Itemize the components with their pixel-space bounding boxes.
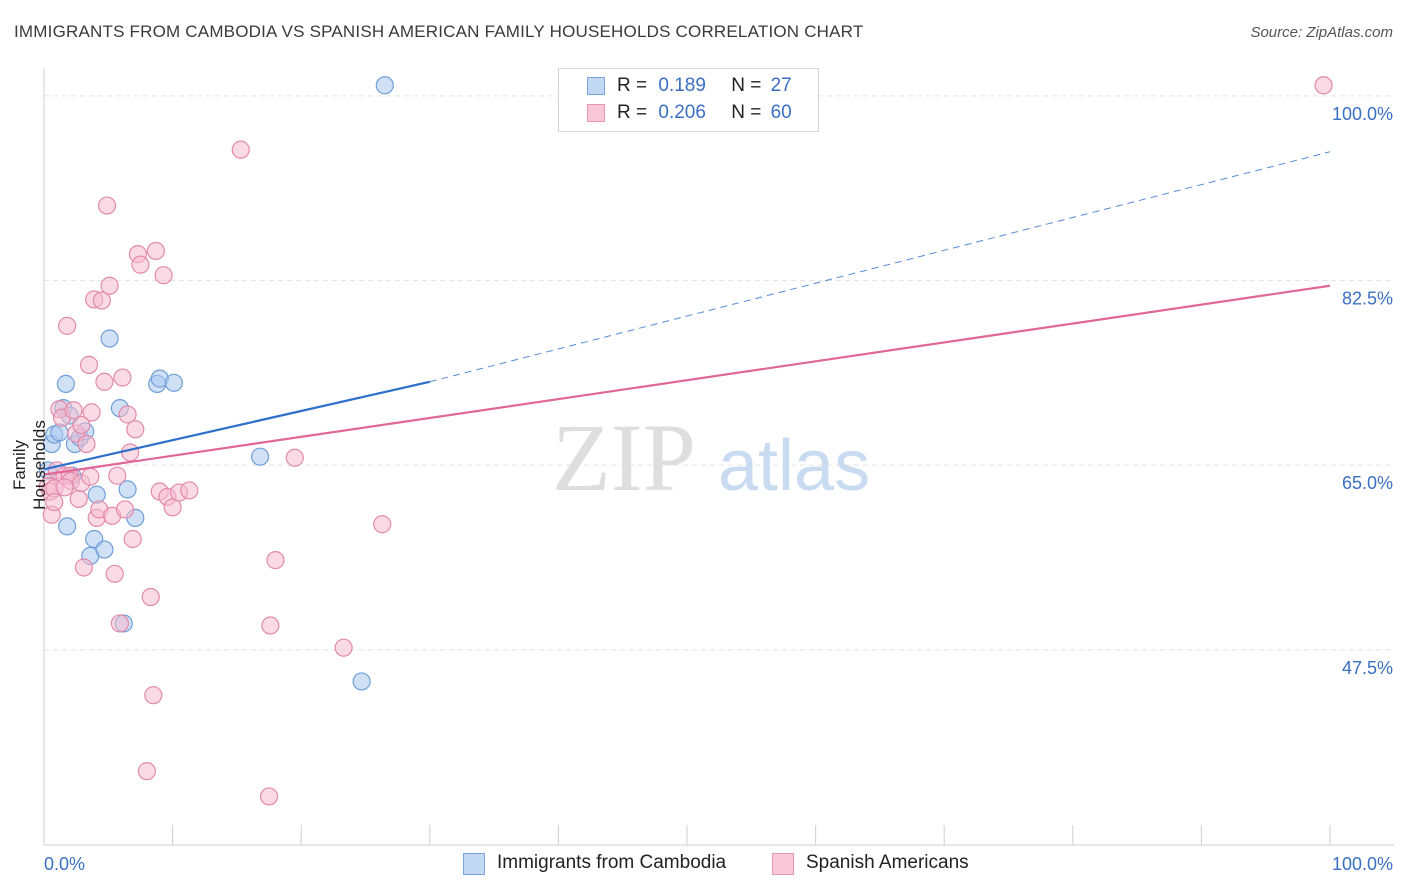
spanish-point	[141, 587, 160, 607]
watermark-atlas: atlas	[718, 426, 870, 506]
cambodia-point	[58, 517, 77, 536]
spanish-point	[259, 787, 279, 806]
spanish-point	[115, 500, 135, 519]
axes	[43, 68, 1394, 846]
cambodia-point	[95, 540, 114, 559]
cambodia-point	[118, 480, 137, 499]
spanish-point	[74, 558, 93, 577]
cambodia-point	[164, 373, 183, 392]
cambodia-trend-line	[43, 380, 431, 471]
spanish-point	[1314, 76, 1333, 95]
correlation-legend: R = 0.189 N = 27 R = 0.206 N = 60	[558, 68, 819, 132]
spanish-point	[55, 478, 74, 497]
spanish-point	[121, 443, 140, 462]
y-tick-label: 82.5%	[1342, 288, 1393, 308]
bottom-legend-label-spanish: Spanish Americans	[806, 852, 969, 873]
legend-n-value: 60	[770, 102, 792, 123]
legend-stats-spanish: R = 0.206 N = 60	[617, 102, 792, 124]
spanish-point	[64, 401, 83, 420]
bottom-legend-label-cambodia: Immigrants from Cambodia	[497, 852, 727, 873]
bottom-legend-swatch-pink	[772, 853, 794, 875]
legend-r-label: R =	[617, 102, 648, 123]
cambodia-point	[375, 76, 394, 95]
spanish-point	[113, 368, 132, 387]
y-axis-label: Family Households	[10, 420, 49, 510]
legend-n-value: 27	[770, 75, 792, 96]
legend-r-value: 0.206	[658, 102, 706, 123]
spanish-point	[126, 420, 145, 439]
legend-n-label: N =	[731, 75, 762, 96]
x-tick-label: 0.0%	[44, 854, 85, 874]
spanish-point	[137, 762, 156, 781]
grid-lines	[44, 95, 1394, 651]
spanish-point	[77, 434, 96, 454]
spanish-point	[266, 551, 285, 570]
tick-labels: 47.5% 65.0% 82.5% 100.0% 0.0% 100.0%	[44, 104, 1393, 874]
spanish-point	[95, 372, 114, 391]
spanish-point	[82, 403, 101, 422]
legend-r-value: 0.189	[658, 75, 706, 96]
spanish-point	[123, 529, 142, 549]
spanish-point	[131, 255, 150, 274]
spanish-point	[231, 140, 250, 159]
spanish-point	[180, 481, 199, 500]
spanish-point	[144, 686, 163, 705]
legend-swatch-blue	[587, 77, 605, 95]
cambodia-point	[50, 423, 69, 442]
spanish-point	[110, 614, 129, 633]
spanish-point	[334, 638, 353, 657]
spanish-point	[100, 276, 119, 295]
spanish-point	[81, 467, 100, 486]
spanish-point	[79, 355, 99, 374]
cambodia-point	[250, 447, 270, 466]
spanish-point	[105, 564, 124, 583]
spanish-point	[261, 616, 280, 635]
spanish-point	[58, 316, 77, 335]
spanish-point	[72, 415, 91, 435]
spanish-point	[108, 466, 127, 485]
source-credit: Source: ZipAtlas.com	[1250, 24, 1393, 41]
cambodia-point	[56, 374, 75, 393]
spanish-point	[97, 196, 117, 215]
legend-stats-cambodia: R = 0.189 N = 27	[617, 75, 792, 97]
spanish-point	[69, 489, 88, 509]
cambodia-trend-extension	[429, 151, 1331, 383]
spanish-point	[45, 492, 64, 512]
cambodia-point	[87, 485, 106, 504]
spanish-point	[285, 448, 304, 467]
y-tick-label: 65.0%	[1342, 473, 1393, 493]
x-tick-label: 100.0%	[1332, 854, 1393, 874]
spanish-trend-line	[43, 284, 1331, 476]
spanish-point	[92, 291, 111, 310]
spanish-point	[154, 266, 173, 285]
legend-swatch-pink	[587, 104, 605, 122]
bottom-legend-swatch-blue	[463, 853, 485, 875]
spanish-point	[118, 405, 137, 424]
watermark-zip: ZIP	[552, 404, 696, 511]
y-tick-label: 100.0%	[1332, 104, 1393, 124]
y-tick-label: 47.5%	[1342, 658, 1393, 678]
trend-lines	[43, 151, 1331, 476]
cambodia-point	[100, 329, 119, 348]
cambodia-point	[352, 672, 371, 691]
chart-title: IMMIGRANTS FROM CAMBODIA VS SPANISH AMER…	[14, 22, 864, 41]
spanish-point	[373, 515, 392, 534]
spanish-point	[146, 241, 165, 261]
legend-n-label: N =	[731, 102, 762, 123]
legend-r-label: R =	[617, 75, 648, 96]
